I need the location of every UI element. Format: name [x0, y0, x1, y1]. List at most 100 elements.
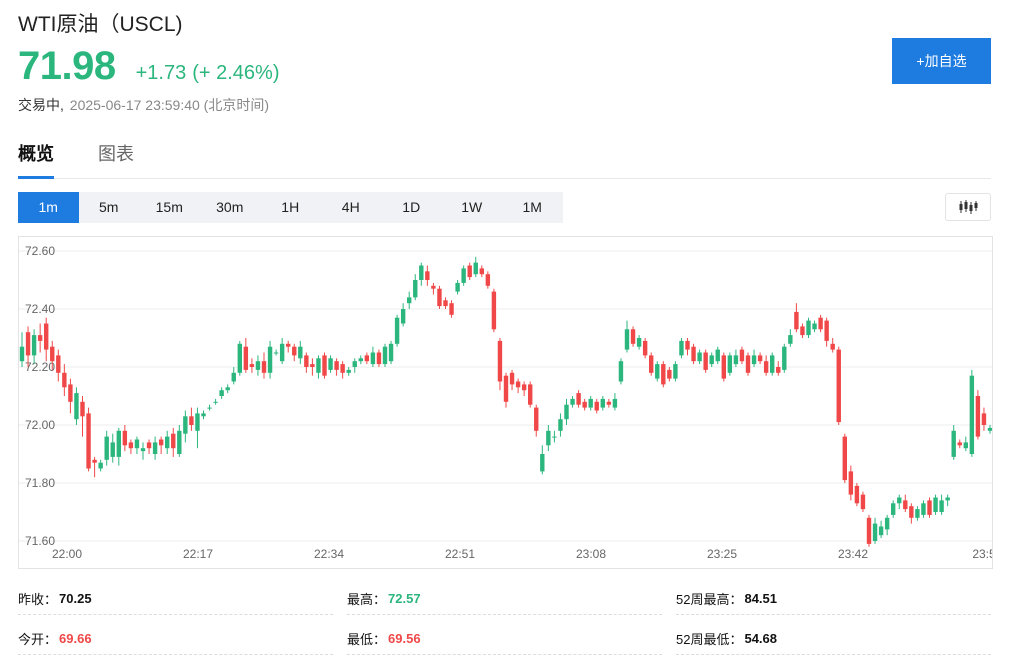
candle-body	[509, 372, 515, 385]
candle-body	[80, 401, 85, 417]
y-tick-label: 72.20	[25, 360, 55, 374]
candle-body	[400, 309, 406, 324]
candle-body	[152, 442, 158, 454]
interval-5m[interactable]: 5m	[99, 199, 119, 215]
interval-selector: 1m 5m 15m 30m 1H 4H 1D 1W 1M	[18, 192, 563, 223]
candle-body	[310, 364, 315, 367]
candle-body	[473, 262, 478, 275]
candle-body	[673, 364, 678, 379]
candle-body	[600, 398, 605, 408]
candle-body	[751, 355, 757, 365]
interval-1mo[interactable]: 1M	[522, 199, 542, 215]
candle-body	[564, 404, 569, 420]
candle-body	[558, 419, 563, 431]
candle-body	[431, 285, 436, 289]
candle-body	[407, 297, 412, 304]
candle-body	[576, 393, 581, 405]
stat-label: 昨收：	[18, 592, 58, 607]
interval-4h[interactable]: 4H	[341, 199, 360, 215]
candle-body	[636, 338, 642, 347]
candle-body	[183, 416, 188, 434]
candle-body	[528, 384, 533, 405]
candle-body	[213, 401, 218, 403]
candle-body	[50, 346, 55, 362]
candle-body	[624, 329, 630, 350]
tab-chart[interactable]: 图表	[98, 144, 134, 164]
candle-body	[848, 471, 854, 495]
candle-body	[546, 430, 551, 446]
candle-body	[897, 497, 902, 504]
y-tick-label: 72.40	[25, 302, 55, 316]
candle-body	[927, 500, 932, 515]
candle-body	[588, 398, 593, 408]
candle-body	[606, 401, 612, 405]
candle-body	[382, 346, 388, 365]
interval-1h[interactable]: 1H	[281, 199, 300, 215]
candle-body	[642, 340, 648, 356]
tab-overview[interactable]: 概览	[18, 142, 54, 179]
candle-body	[146, 442, 152, 449]
candle-body	[715, 349, 720, 362]
candle-body	[685, 340, 690, 350]
add-watchlist-button[interactable]: +加自选	[892, 38, 991, 84]
x-tick-label: 22:51	[445, 547, 475, 561]
tab-bar: 概览 图表	[18, 142, 991, 179]
candle-body	[788, 335, 793, 344]
price-row: 71.98 +1.73 (+ 2.46%)	[18, 44, 279, 89]
price-chart[interactable]: 72.60 72.40 72.20 72.00 71.80 71.60 22:00 22:17…	[18, 236, 993, 569]
candle-body	[854, 485, 860, 504]
stats-panel: 昨收： 70.25 最高： 72.57 52周最高： 84.51 今开： 69.…	[18, 583, 991, 663]
interval-1w[interactable]: 1W	[461, 199, 483, 215]
interval-1d[interactable]: 1D	[402, 199, 421, 215]
x-tick-label: 23:25	[707, 547, 737, 561]
x-tick-label: 22:00	[52, 547, 82, 561]
candle-body	[358, 358, 363, 362]
candle-body	[594, 401, 599, 411]
candle-body	[903, 500, 908, 510]
candle-body	[461, 268, 466, 283]
price-change: +1.73	[135, 62, 187, 84]
candle-body	[340, 364, 345, 373]
interval-1m[interactable]: 1m	[18, 192, 79, 223]
stat-value: 84.51	[744, 591, 778, 606]
candle-body	[630, 329, 636, 344]
interval-15m[interactable]: 15m	[155, 199, 183, 215]
candle-body	[963, 442, 968, 449]
candle-body	[304, 355, 309, 367]
interval-30m[interactable]: 30m	[216, 199, 244, 215]
stat-high: 最高： 72.57	[347, 583, 662, 615]
candle-body	[225, 387, 230, 391]
candle-body	[939, 500, 944, 512]
candle-body	[763, 361, 769, 373]
candle-body	[987, 427, 992, 431]
candle-body	[866, 517, 872, 544]
candle-body	[388, 343, 394, 362]
stats-row: 今开： 69.66 最低： 69.56 52周最低： 54.68	[18, 623, 991, 663]
candle-body	[140, 448, 146, 452]
stat-value: 70.25	[59, 591, 92, 606]
stat-low: 最低： 69.56	[347, 623, 662, 655]
candle-body	[279, 343, 285, 362]
candle-body	[128, 442, 134, 449]
candle-body	[491, 291, 497, 330]
stat-value: 69.56	[388, 631, 421, 646]
candle-body	[552, 436, 557, 438]
candle-body	[800, 326, 805, 336]
candle-body	[842, 436, 847, 481]
candle-body	[104, 436, 109, 460]
candlestick-icon	[959, 200, 978, 214]
candle-body	[703, 352, 708, 370]
candle-body	[449, 303, 454, 315]
candle-body	[691, 346, 696, 362]
candle-body	[455, 282, 460, 292]
candle-body	[818, 317, 823, 330]
candle-body	[618, 361, 624, 382]
chart-type-button[interactable]	[945, 193, 991, 221]
candle-body	[655, 364, 660, 379]
stat-value: 69.66	[59, 631, 92, 646]
candle-body	[872, 523, 878, 541]
candle-body	[824, 320, 829, 341]
y-tick-label: 71.60	[25, 534, 55, 548]
candle-body	[352, 361, 357, 367]
